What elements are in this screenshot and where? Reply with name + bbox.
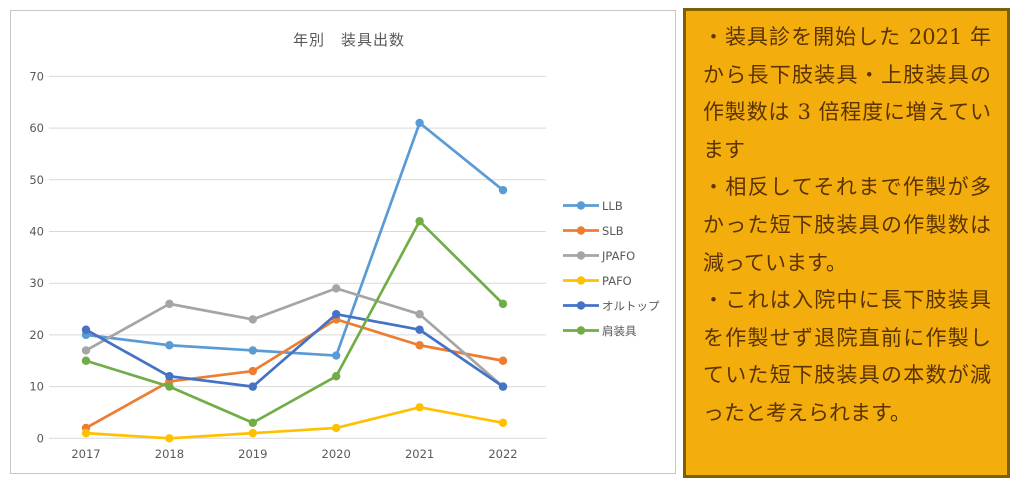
y-tick-label: 50: [29, 173, 44, 187]
data-point-オルトップ: [498, 382, 508, 391]
data-point-PAFO: [498, 418, 508, 427]
legend-marker-icon: [563, 276, 599, 285]
data-point-LLB: [165, 341, 174, 350]
legend-marker-icon: [563, 226, 599, 235]
data-point-PAFO: [415, 403, 424, 412]
data-point-SLB: [498, 356, 508, 365]
x-tick-label: 2020: [322, 447, 351, 461]
x-tick-label: 2018: [155, 447, 184, 461]
y-tick-label: 60: [29, 121, 44, 135]
data-point-JPAFO: [332, 284, 341, 293]
legend-marker-icon: [563, 301, 599, 310]
data-point-PAFO: [332, 423, 341, 433]
x-tick-label: 2019: [238, 447, 267, 461]
data-point-SLB: [415, 341, 424, 350]
legend-marker-icon: [563, 326, 599, 335]
chart-title: 年別 装具出数: [292, 31, 405, 49]
note-paragraph: ・装具診を開始した 2021 年から長下肢装具・上肢装具の作製数は 3 倍程度に…: [703, 25, 991, 162]
legend-item-オルトップ: オルトップ: [563, 293, 660, 318]
data-point-LLB: [498, 185, 508, 195]
data-point-肩装具: [498, 299, 508, 309]
chart-legend: LLB SLB JPAFO PAFO オルトップ肩装具: [563, 193, 660, 343]
data-point-SLB: [248, 366, 257, 376]
note-paragraph: ・相反してそれまで作製が多かった短下肢装具の作製数は減っています。: [703, 175, 991, 275]
x-tick-label: 2022: [488, 447, 517, 461]
y-tick-label: 0: [37, 431, 44, 445]
x-tick-label: 2021: [405, 447, 434, 461]
legend-label: オルトップ: [602, 298, 660, 313]
annotation-note-box: ・装具診を開始した 2021 年から長下肢装具・上肢装具の作製数は 3 倍程度に…: [683, 8, 1010, 478]
series-line-SLB: [85, 318, 504, 430]
legend-item-LLB: LLB: [563, 193, 660, 218]
legend-label: PAFO: [602, 273, 632, 288]
x-tick-label: 2017: [71, 447, 100, 461]
data-point-肩装具: [415, 216, 424, 226]
data-point-肩装具: [248, 418, 257, 427]
y-tick-label: 20: [29, 328, 44, 342]
data-point-肩装具: [81, 356, 91, 365]
data-point-JPAFO: [81, 346, 91, 355]
data-point-PAFO: [81, 428, 91, 438]
series-line-PAFO: [85, 405, 504, 440]
data-point-肩装具: [165, 382, 174, 391]
legend-item-PAFO: PAFO: [563, 268, 660, 293]
data-point-PAFO: [248, 428, 257, 438]
data-point-JPAFO: [165, 299, 174, 309]
data-point-PAFO: [165, 434, 174, 443]
note-paragraph: ・これは入院中に長下肢装具を作製せず退院直前に作製していた短下肢装具の本数が減っ…: [703, 288, 991, 425]
series-line-オルトップ: [85, 312, 504, 388]
legend-label: JPAFO: [602, 248, 636, 263]
data-point-肩装具: [332, 372, 341, 381]
data-point-JPAFO: [415, 310, 424, 319]
data-point-LLB: [415, 118, 424, 128]
legend-item-SLB: SLB: [563, 218, 660, 243]
legend-marker-icon: [563, 201, 599, 210]
series-line-肩装具: [85, 219, 504, 425]
line-chart: 0 10 20 30 40 50 60 70 2017 2018 2019 2020 2021 2022: [29, 69, 546, 461]
legend-label: LLB: [602, 198, 623, 213]
data-point-JPAFO: [248, 315, 257, 324]
series-line-JPAFO: [85, 287, 504, 388]
y-tick-label: 30: [29, 276, 44, 290]
series-line-LLB: [85, 121, 504, 357]
data-point-LLB: [332, 351, 341, 360]
legend-label: 肩装具: [602, 323, 637, 338]
data-point-LLB: [248, 346, 257, 355]
data-point-オルトップ: [332, 310, 341, 319]
data-point-オルトップ: [415, 325, 424, 334]
legend-marker-icon: [563, 251, 599, 260]
y-tick-label: 40: [29, 225, 44, 239]
data-point-オルトップ: [165, 372, 174, 381]
y-tick-label: 10: [29, 380, 44, 394]
data-point-オルトップ: [248, 382, 257, 391]
y-tick-label: 70: [29, 69, 44, 83]
legend-item-肩装具: 肩装具: [563, 318, 660, 343]
chart-panel: 0 10 20 30 40 50 60 70 2017 2018 2019 2020 2021 2022 …: [10, 10, 676, 474]
legend-label: SLB: [602, 223, 624, 238]
legend-item-JPAFO: JPAFO: [563, 243, 660, 268]
data-point-オルトップ: [81, 325, 91, 334]
